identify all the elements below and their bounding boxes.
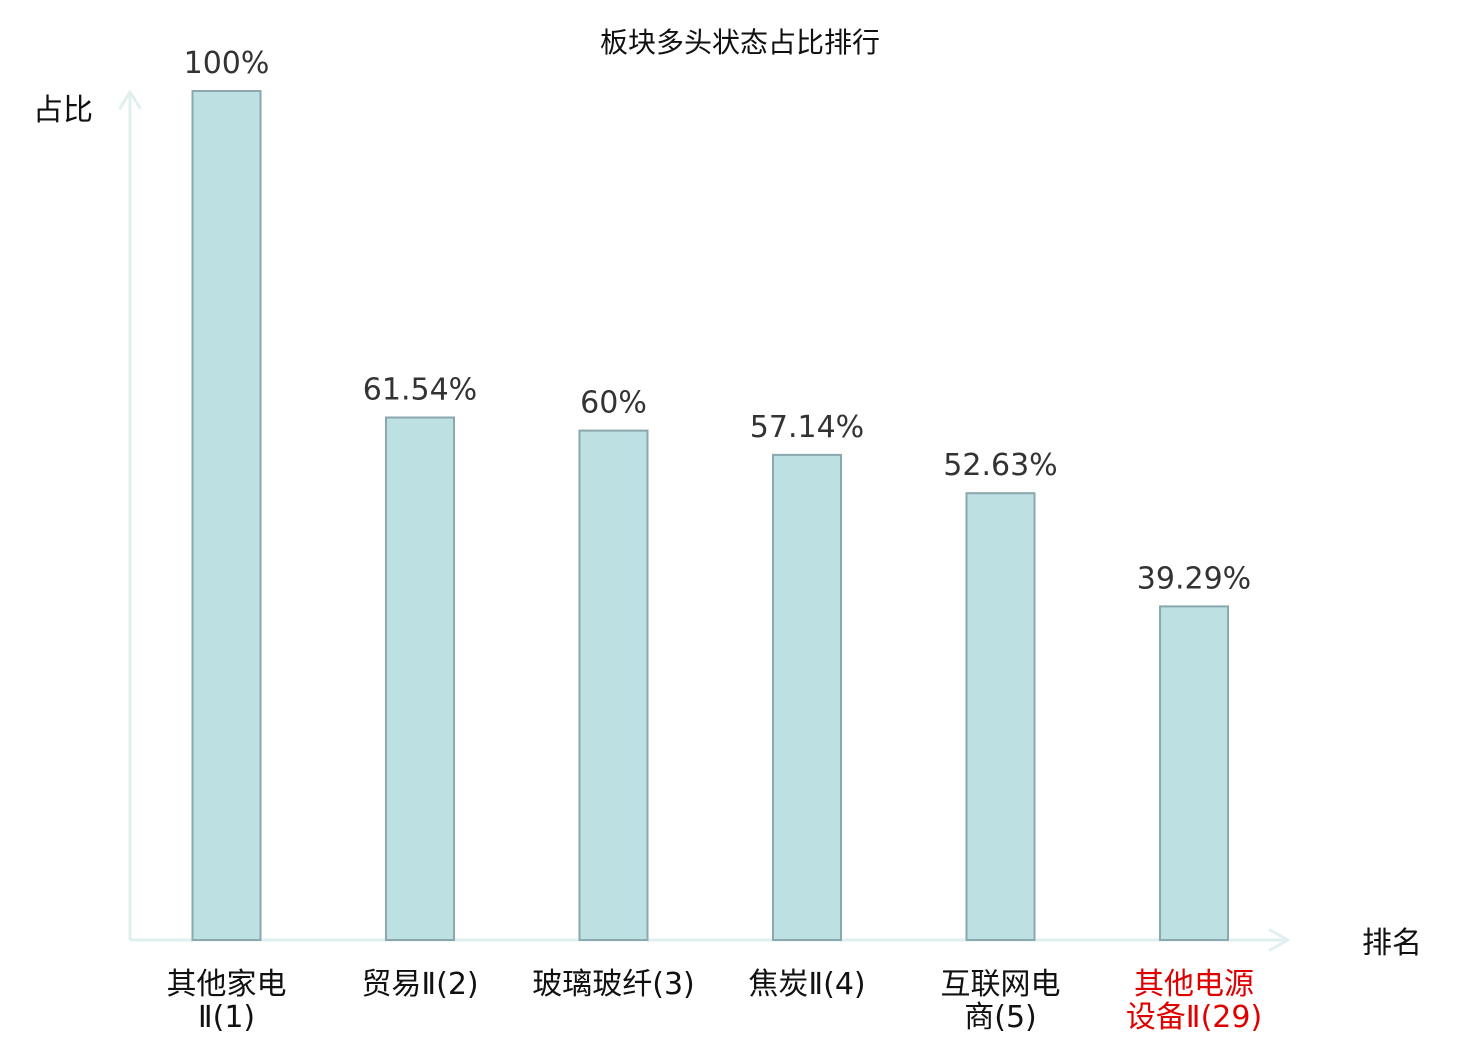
category-label-1-line-1: 其他家电: [167, 967, 287, 1002]
bar-5: [965, 492, 1036, 941]
y-axis-arrow: [118, 90, 142, 110]
category-label-6-line-1: 其他电源: [1134, 967, 1254, 1002]
value-label-2: 61.54%: [363, 373, 477, 408]
y-axis-label: 占比: [33, 93, 93, 128]
bar-1: [191, 90, 262, 941]
x-axis-label: 排名: [1362, 926, 1422, 961]
bar-6: [1159, 605, 1229, 942]
value-label-5: 52.63%: [943, 448, 1057, 483]
value-label-4: 57.14%: [750, 410, 864, 445]
category-label-3: 玻璃玻纤(3): [532, 967, 695, 1002]
value-label-3: 60%: [580, 386, 647, 421]
bar-4: [772, 453, 842, 941]
axes: [118, 90, 1290, 952]
category-label-2: 贸易Ⅱ(2): [361, 967, 478, 1002]
category-label-5-line-1: 互联网电: [941, 967, 1061, 1002]
value-labels-group: 100% 61.54% 60% 57.14% 52.63% 39.29%: [184, 46, 1252, 596]
category-label-1-line-2: Ⅱ(1): [198, 1000, 255, 1035]
bar-2: [385, 416, 455, 941]
value-label-6: 39.29%: [1137, 561, 1251, 596]
category-label-6-line-2: 设备Ⅱ(29): [1126, 1000, 1262, 1035]
category-label-4: 焦炭Ⅱ(4): [748, 967, 865, 1002]
chart-title: 板块多头状态占比排行: [600, 26, 880, 59]
x-axis-arrow: [1268, 928, 1290, 952]
bars-group: [191, 90, 1229, 942]
category-label-5-line-2: 商(5): [964, 1000, 1037, 1035]
value-label-1: 100%: [184, 46, 270, 81]
bar-3: [578, 429, 649, 941]
